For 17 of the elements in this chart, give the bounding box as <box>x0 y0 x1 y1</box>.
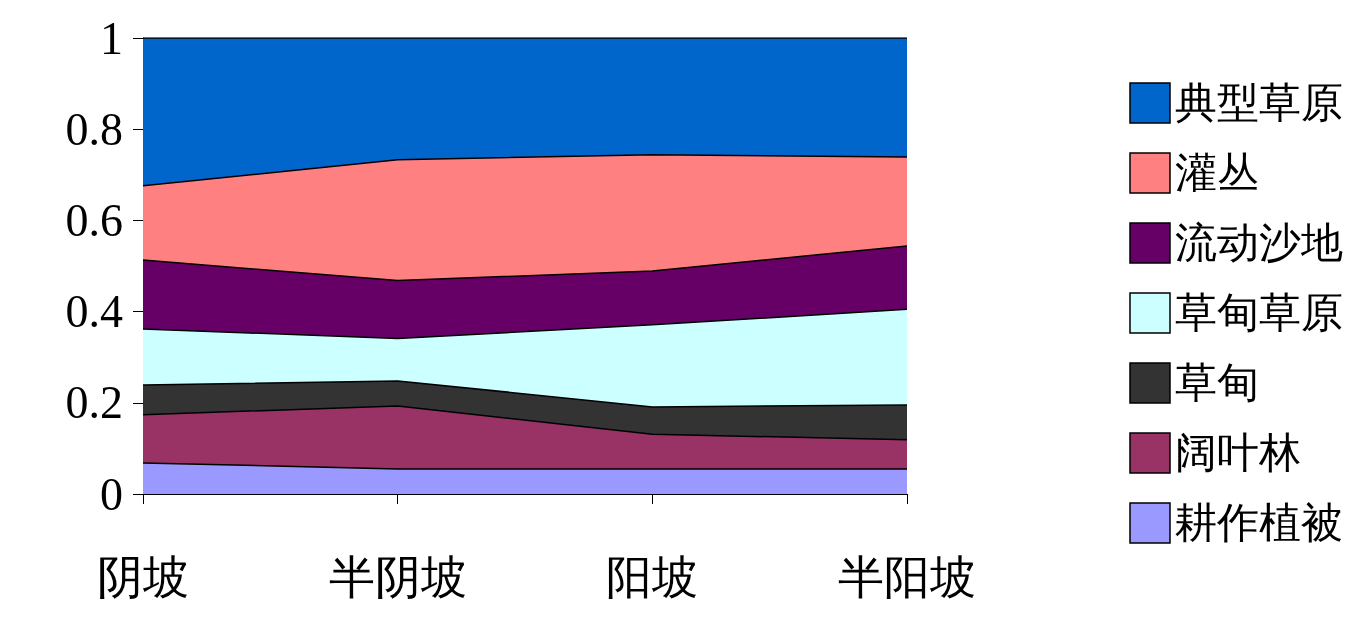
legend-label: 耕作植被 <box>1175 500 1343 546</box>
y-tick-label: 0.2 <box>65 377 123 429</box>
x-tick-label: 阴坡 <box>97 551 189 603</box>
y-tick-label: 1 <box>100 12 123 64</box>
legend-label: 草甸 <box>1175 360 1259 406</box>
x-tick-label: 半阴坡 <box>328 551 467 603</box>
legend-label: 流动沙地 <box>1175 220 1343 266</box>
legend-label: 灌丛 <box>1175 150 1259 196</box>
legend-label: 阔叶林 <box>1175 430 1301 476</box>
legend-label: 典型草原 <box>1175 80 1343 126</box>
y-tick-label: 0 <box>100 468 123 520</box>
y-tick-label: 0.6 <box>65 194 123 246</box>
x-tick-label: 阳坡 <box>606 551 699 603</box>
y-tick-label: 0.4 <box>65 286 123 338</box>
x-tick-label: 半阳坡 <box>838 551 976 603</box>
y-tick-label: 0.8 <box>65 103 123 155</box>
legend-label: 草甸草原 <box>1175 290 1343 336</box>
